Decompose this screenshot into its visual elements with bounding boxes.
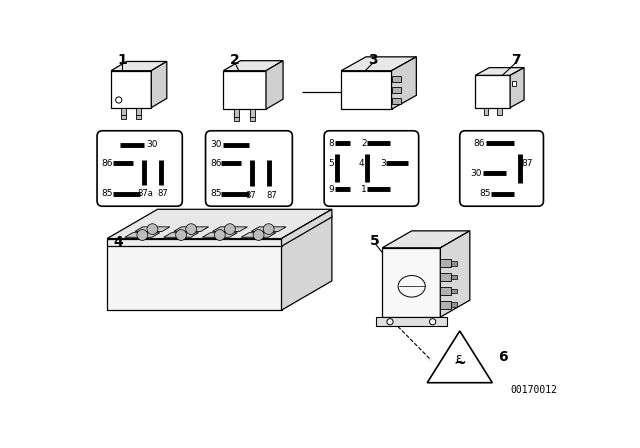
- Text: 30: 30: [210, 140, 221, 149]
- Text: 85: 85: [101, 190, 113, 198]
- Bar: [234, 109, 239, 117]
- Text: 5: 5: [329, 159, 335, 168]
- Polygon shape: [382, 231, 470, 248]
- Polygon shape: [382, 248, 440, 317]
- Polygon shape: [510, 68, 524, 108]
- Text: 87: 87: [157, 189, 168, 198]
- Text: 30: 30: [470, 168, 482, 177]
- Polygon shape: [212, 227, 248, 232]
- Polygon shape: [341, 71, 392, 109]
- Circle shape: [263, 224, 274, 234]
- Bar: [136, 108, 141, 115]
- Text: 7: 7: [511, 53, 520, 67]
- Polygon shape: [241, 233, 276, 237]
- Polygon shape: [173, 227, 209, 232]
- Text: 2: 2: [362, 138, 367, 147]
- Text: 3: 3: [380, 159, 386, 168]
- Bar: [392, 87, 401, 93]
- Text: 85: 85: [479, 190, 491, 198]
- Circle shape: [186, 224, 196, 234]
- Polygon shape: [111, 71, 151, 108]
- Text: 2: 2: [230, 53, 240, 67]
- Bar: [484, 108, 488, 115]
- Bar: [392, 98, 401, 104]
- Bar: [136, 116, 141, 119]
- Polygon shape: [151, 61, 167, 108]
- Bar: [440, 259, 451, 267]
- Polygon shape: [251, 227, 286, 232]
- Text: 6: 6: [499, 350, 508, 364]
- Bar: [122, 108, 126, 115]
- FancyBboxPatch shape: [460, 131, 543, 206]
- Text: 5: 5: [370, 234, 380, 248]
- Bar: [250, 109, 255, 117]
- Bar: [451, 275, 458, 280]
- Polygon shape: [266, 60, 283, 109]
- Polygon shape: [164, 233, 198, 237]
- Bar: [451, 289, 458, 293]
- Circle shape: [137, 229, 148, 241]
- Bar: [440, 273, 451, 281]
- Text: 9: 9: [329, 185, 335, 194]
- FancyBboxPatch shape: [205, 131, 292, 206]
- Bar: [392, 76, 401, 82]
- Text: ~: ~: [453, 356, 466, 371]
- Text: 00170012: 00170012: [510, 385, 557, 395]
- Text: 86: 86: [101, 159, 113, 168]
- Text: 30: 30: [146, 140, 157, 149]
- Circle shape: [253, 229, 264, 241]
- Bar: [511, 82, 516, 86]
- Polygon shape: [125, 233, 160, 237]
- Circle shape: [175, 229, 186, 241]
- Polygon shape: [223, 60, 283, 71]
- Polygon shape: [341, 57, 417, 71]
- Bar: [234, 117, 239, 121]
- Text: 87: 87: [266, 191, 276, 200]
- Circle shape: [214, 229, 225, 241]
- Polygon shape: [282, 209, 332, 246]
- Bar: [440, 301, 451, 309]
- Polygon shape: [476, 75, 510, 108]
- Text: 86: 86: [474, 138, 485, 147]
- Polygon shape: [440, 231, 470, 317]
- Bar: [440, 287, 451, 295]
- Bar: [122, 116, 126, 119]
- Text: 85: 85: [210, 190, 221, 198]
- Polygon shape: [282, 215, 332, 310]
- Text: 87: 87: [246, 191, 257, 200]
- Text: 8: 8: [329, 138, 335, 147]
- Bar: [250, 117, 255, 121]
- Polygon shape: [376, 317, 447, 326]
- Polygon shape: [107, 238, 282, 246]
- Polygon shape: [135, 227, 170, 232]
- Circle shape: [225, 224, 236, 234]
- Circle shape: [429, 319, 436, 325]
- Text: 4: 4: [114, 235, 124, 249]
- Circle shape: [147, 224, 158, 234]
- Polygon shape: [202, 233, 237, 237]
- Bar: [497, 108, 502, 115]
- FancyBboxPatch shape: [97, 131, 182, 206]
- Text: 1: 1: [362, 185, 367, 194]
- Bar: [451, 261, 458, 266]
- Text: 1: 1: [117, 53, 127, 67]
- Polygon shape: [107, 245, 282, 310]
- Polygon shape: [223, 71, 266, 109]
- Polygon shape: [476, 68, 524, 75]
- Text: 87a: 87a: [138, 189, 153, 198]
- Text: 87: 87: [522, 159, 533, 168]
- Text: ε: ε: [455, 352, 461, 365]
- Bar: [451, 302, 458, 307]
- Text: 4: 4: [359, 159, 365, 168]
- FancyBboxPatch shape: [324, 131, 419, 206]
- Circle shape: [387, 319, 393, 325]
- Text: 86: 86: [210, 159, 221, 168]
- Text: 3: 3: [368, 53, 378, 67]
- Polygon shape: [111, 61, 167, 71]
- Polygon shape: [107, 215, 332, 245]
- Polygon shape: [392, 57, 417, 109]
- Polygon shape: [107, 209, 332, 238]
